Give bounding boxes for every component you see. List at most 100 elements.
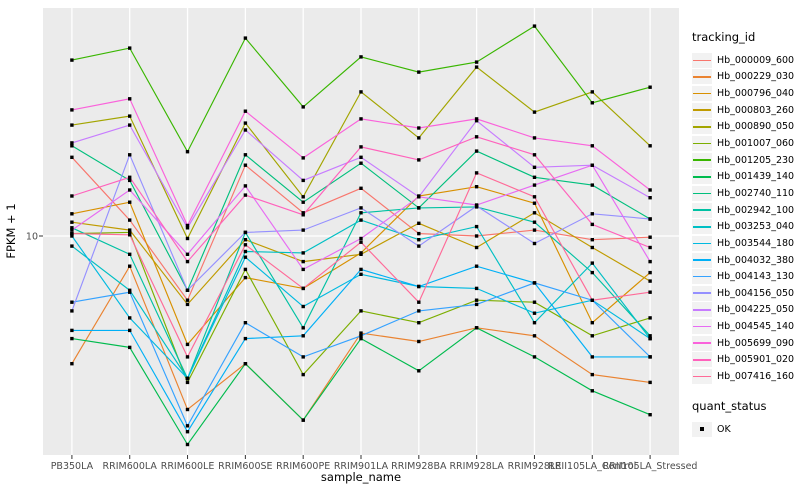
y-axis-title: FPKM + 1 [4,203,18,258]
legend-item-Hb_000796_040: Hb_000796_040 [692,85,798,102]
legend-key-swatch [692,86,712,102]
data-point [532,165,537,169]
data-point [590,261,594,265]
data-point [359,309,363,313]
data-point [532,175,537,179]
x-axis-tick-label: RRIM928BA [391,461,447,472]
data-point [532,355,537,359]
data-point [70,220,74,224]
legend-key-line-icon [693,159,711,161]
data-point [185,150,190,154]
data-point [128,188,132,192]
data-point [648,290,652,294]
data-point [128,264,132,268]
legend-key-line-icon [693,126,711,128]
data-point [243,275,248,280]
data-point [648,235,652,239]
data-point [301,355,305,359]
legend-key-line-icon [693,225,711,228]
data-point [474,117,479,121]
legend-item-Hb_004225_050: Hb_004225_050 [692,302,798,319]
data-point [359,145,363,149]
data-point [532,334,537,338]
data-point [590,238,594,242]
legend-key-swatch [692,269,712,285]
data-point [70,309,74,313]
data-point [185,355,190,359]
data-point [243,153,248,157]
data-point [359,331,363,335]
data-point [70,328,74,333]
data-point [243,238,248,242]
data-point [243,267,248,272]
legend-entries: Hb_000009_600 Hb_000229_030 Hb_000796_040 H… [692,52,798,385]
legend-key-line-icon [693,375,711,378]
legend-key-swatch [692,252,712,268]
data-point [417,339,421,344]
data-point [474,119,479,123]
data-point [474,264,479,268]
data-point [474,60,479,64]
data-point [417,231,421,236]
x-axis-tick-label: PB350LA [51,461,94,472]
data-point [648,279,652,283]
data-point [128,123,132,127]
legend-item-Hb_002740_110: Hb_002740_110 [692,185,798,202]
data-point [301,304,305,309]
data-point [70,231,74,236]
legend-item-label: Hb_002942_100 [717,204,795,216]
legend-item-label: Hb_000803_260 [717,104,795,116]
data-point [532,241,537,246]
data-point [648,413,652,417]
data-point [359,155,363,159]
data-point [243,36,248,40]
data-point [590,389,594,393]
legend-item-label: Hb_004143_130 [717,271,795,283]
data-point [590,270,594,275]
data-point [128,218,132,222]
legend-key-line-icon [693,325,711,328]
data-point [185,226,190,230]
data-point [301,156,305,160]
data-point [185,259,190,264]
legend-item-Hb_003253_040: Hb_003253_040 [692,218,798,235]
data-point [417,244,421,248]
data-point [359,55,363,59]
data-point [648,336,652,341]
legend-key-swatch [692,285,712,301]
legend-item-label: Hb_005699_090 [717,337,795,349]
legend-item-Hb_000890_050: Hb_000890_050 [692,119,798,136]
legend-key-swatch [692,102,712,118]
legend-item-label: Hb_004156_050 [717,287,795,299]
data-point [243,121,248,125]
data-point [70,144,74,148]
data-point [301,418,305,422]
x-axis-tick-label: RRIM928LA [449,461,504,472]
legend-key-swatch [692,368,712,384]
data-point [185,223,190,228]
data-point [128,178,132,183]
legend-item-label: Hb_003544_180 [717,237,795,249]
data-point [301,251,305,255]
legend-title-tracking-id: tracking_id [692,30,756,44]
data-point [474,135,479,139]
legend-item-label: Hb_004032_380 [717,254,795,266]
data-point [474,326,479,330]
legend-item-label: Hb_002740_110 [717,187,795,199]
data-point [185,442,190,447]
data-point [532,195,537,199]
data-point [474,234,479,238]
data-point [301,267,305,272]
legend-key-swatch [692,136,712,152]
data-point [417,369,421,373]
legend-item-Hb_002942_100: Hb_002942_100 [692,202,798,219]
legend-key-line-icon [693,109,711,112]
data-point [359,240,363,244]
legend-key-swatch [692,119,712,135]
data-point [532,201,537,205]
legend-item-label: Hb_001007_060 [717,138,795,150]
quant-ok-key [692,421,712,437]
data-point [128,316,132,320]
legend-title-quant-status: quant_status [692,398,767,413]
